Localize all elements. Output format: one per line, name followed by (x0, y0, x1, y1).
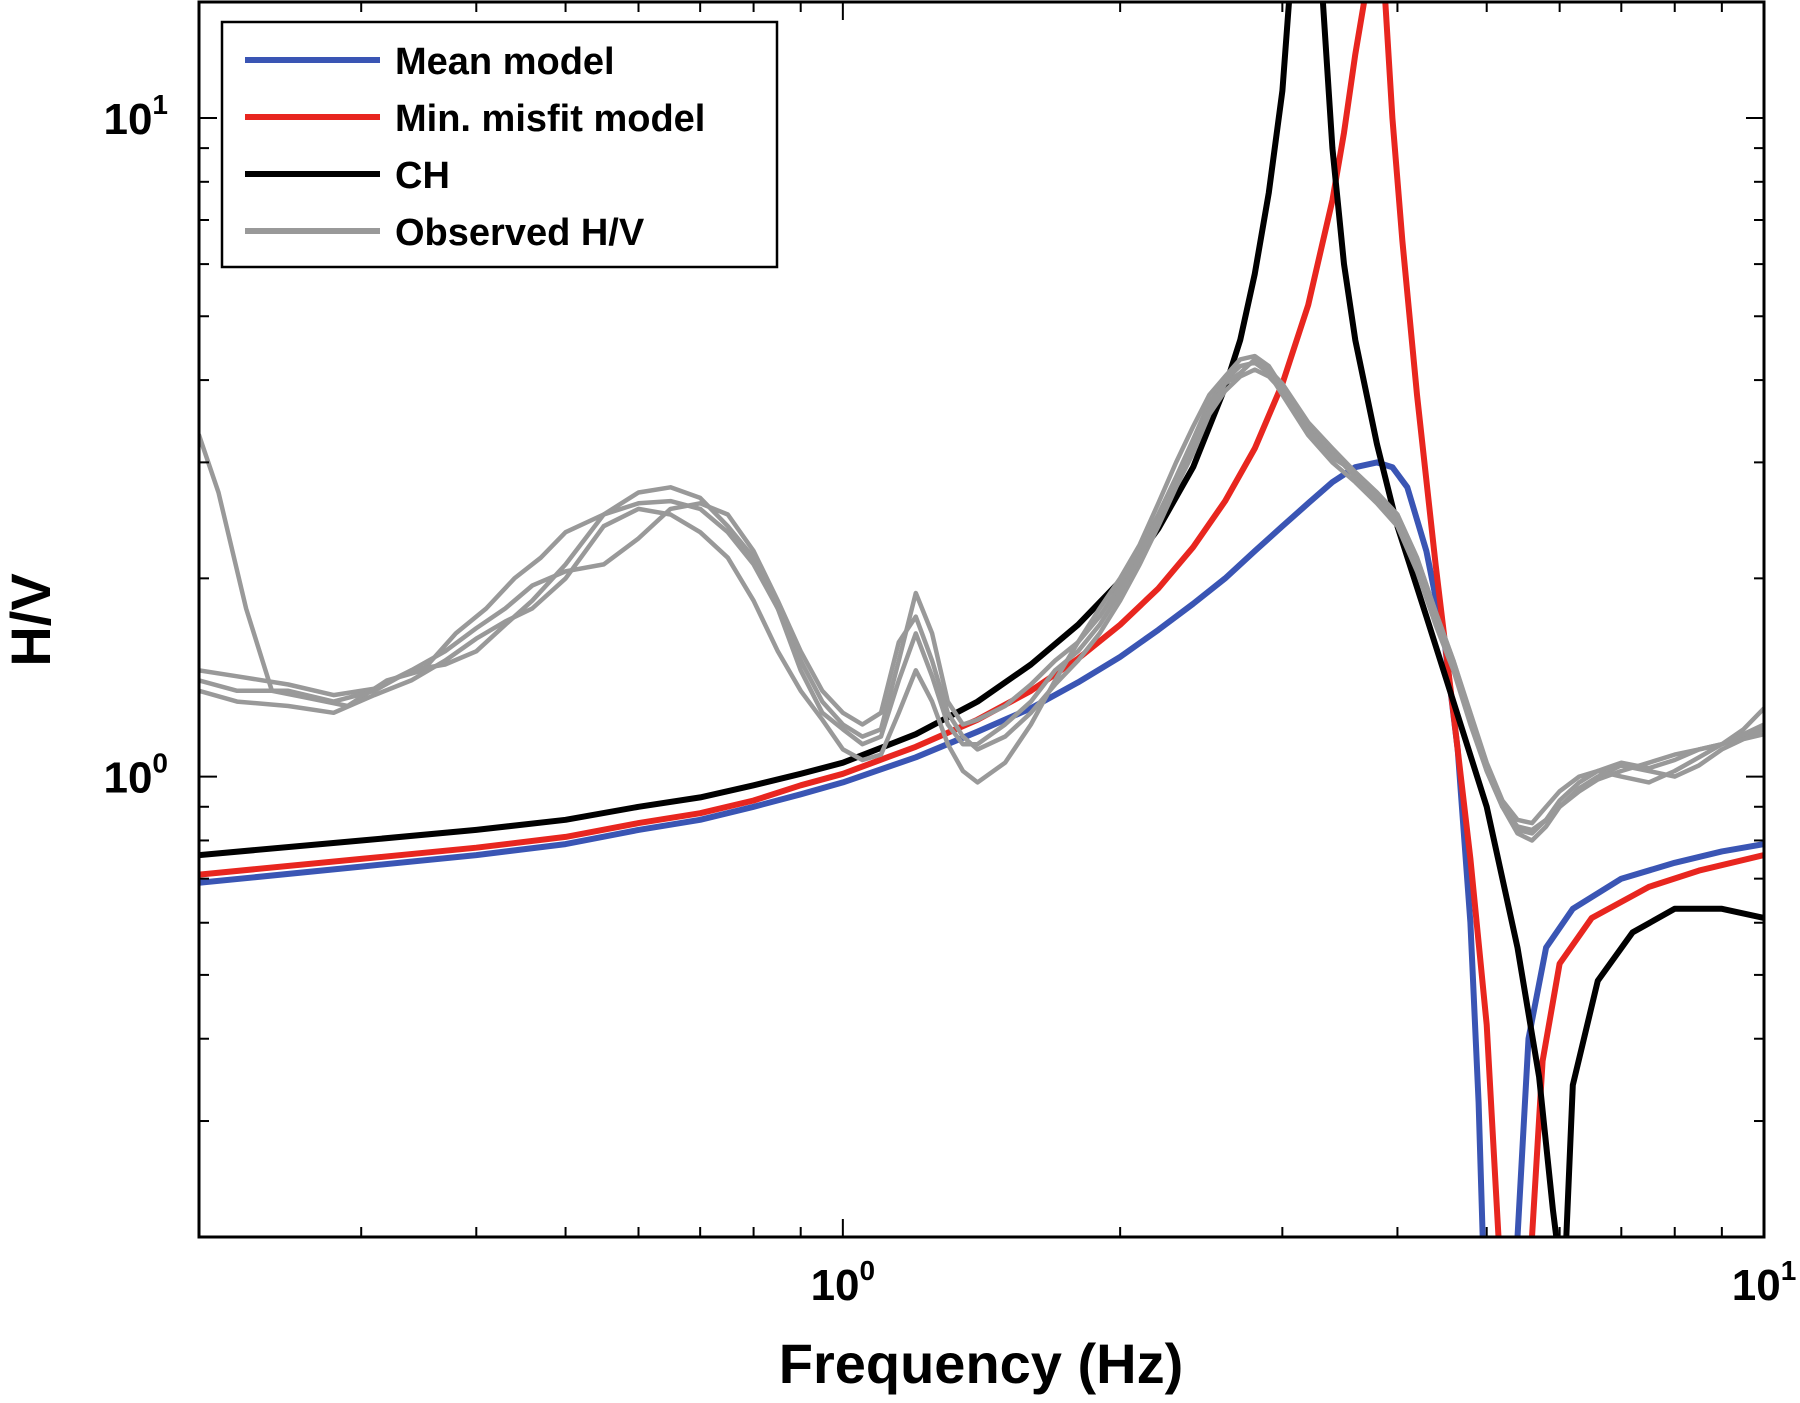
legend-label-mean-model: Mean model (395, 41, 615, 83)
series-line-ch-5 (199, 2, 1292, 859)
legend-label-observed-hv: Observed H/V (395, 212, 645, 254)
y-tick-label: 101 (103, 89, 168, 144)
series-line-min-misfit-model-4 (1529, 852, 1764, 1237)
series-line-observed-h-v-10 (199, 353, 1764, 826)
tick-labels-layer: 100 101 100 101 (103, 89, 1796, 1310)
y-tick-label: 100 (103, 748, 168, 803)
series-line-observed-h-v-11 (199, 357, 1764, 836)
series-line-observed-h-v-8 (199, 360, 1764, 833)
series-line-mean-model-0 (199, 459, 1486, 1237)
series-layer (199, 2, 1764, 1237)
legend-label-min-misfit-model: Min. misfit model (395, 98, 705, 140)
legend: Mean model Min. misfit model CH Observed… (220, 20, 779, 269)
series-line-min-misfit-model-3 (1382, 2, 1502, 1237)
legend-label-ch: CH (395, 155, 450, 197)
x-tick-label: 101 (1732, 1255, 1797, 1310)
y-axis-label: H/V (0, 573, 62, 666)
x-axis-label: Frequency (Hz) (779, 1332, 1184, 1395)
series-line-ch-6 (1319, 2, 1560, 1237)
x-tick-label: 100 (811, 1255, 876, 1310)
plot-frame (197, 0, 1766, 1239)
series-line-ch-7 (1563, 905, 1764, 1237)
series-line-observed-h-v-9 (199, 367, 1764, 843)
